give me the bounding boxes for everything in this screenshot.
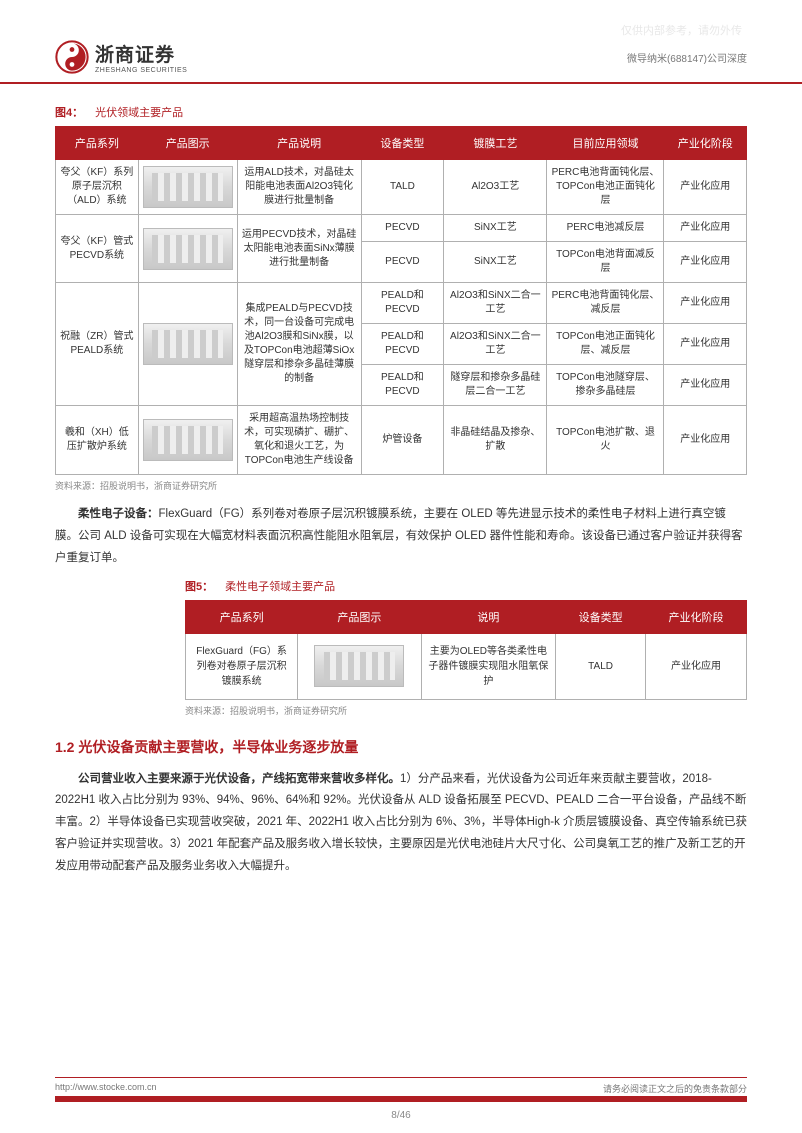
- cell-desc: 采用超高温热场控制技术，可实现磷扩、硼扩、氧化和退火工艺，为TOPCon电池生产…: [237, 406, 361, 475]
- fig5-cell-desc: 主要为OLED等各类柔性电子器件镀膜实现阻水阻氧保护: [421, 633, 556, 699]
- equipment-image: [143, 323, 233, 365]
- para-flex: 柔性电子设备：FlexGuard（FG）系列卷对卷原子层沉积镀膜系统，主要在 O…: [55, 504, 747, 570]
- cell-proc: Al2O3和SiNX二合一工艺: [444, 283, 547, 324]
- fig5-cell-series: FlexGuard（FG）系列卷对卷原子层沉积镀膜系统: [186, 633, 298, 699]
- cell-phase: 产业化应用: [664, 160, 747, 215]
- equipment-image: [143, 419, 233, 461]
- fig5-cell-img: [298, 633, 421, 699]
- cell-type: PECVD: [361, 242, 444, 283]
- cell-phase: 产业化应用: [664, 242, 747, 283]
- cell-image: [138, 283, 237, 406]
- cell-phase: 产业化应用: [664, 324, 747, 365]
- table-row: 羲和（XH）低压扩散炉系统 采用超高温热场控制技术，可实现磷扩、硼扩、氧化和退火工…: [56, 406, 747, 475]
- cell-app: TOPCon电池背面减反层: [547, 242, 664, 283]
- cell-proc: 非晶硅结晶及掺杂、扩散: [444, 406, 547, 475]
- cell-proc: SiNX工艺: [444, 242, 547, 283]
- cell-proc: SiNX工艺: [444, 215, 547, 242]
- fig4-th: 产品系列: [56, 127, 139, 160]
- fig5-cell-phase: 产业化应用: [645, 633, 746, 699]
- cell-type: PEALD和PECVD: [361, 324, 444, 365]
- fig5-caption: 图5： 柔性电子领域主要产品: [185, 578, 747, 594]
- cell-type: 炉管设备: [361, 406, 444, 475]
- logo-cn: 浙商证券: [95, 40, 187, 67]
- fig4-th: 产品说明: [237, 127, 361, 160]
- fig4-caption: 图4： 光伏领域主要产品: [55, 104, 747, 120]
- company-logo-icon: [55, 40, 89, 74]
- cell-desc: 运用PECVD技术，对晶硅太阳能电池表面SiNx薄膜进行批量制备: [237, 215, 361, 283]
- doc-title: 微导纳米(688147)公司深度: [627, 50, 747, 65]
- para-flex-rest: FlexGuard（FG）系列卷对卷原子层沉积镀膜系统，主要在 OLED 等先进…: [55, 508, 742, 564]
- cell-app: PERC电池背面钝化层、减反层: [547, 283, 664, 324]
- para-flex-lead: 柔性电子设备：: [78, 508, 159, 520]
- section-heading: 1.2 光伏设备贡献主要营收，半导体业务逐步放量: [55, 737, 747, 757]
- footer-bar: [55, 1096, 747, 1102]
- cell-proc: 隧穿层和掺杂多晶硅层二合一工艺: [444, 365, 547, 406]
- cell-app: PERC电池背面钝化层、TOPCon电池正面钝化层: [547, 160, 664, 215]
- cell-type: PEALD和PECVD: [361, 283, 444, 324]
- table-row: 夸父（KF）管式PECVD系统运用PECVD技术，对晶硅太阳能电池表面SiNx薄…: [56, 215, 747, 242]
- page-number: 8/46: [0, 1110, 802, 1121]
- footer-url: http://www.stocke.com.cn: [55, 1082, 157, 1095]
- fig5-num: 图5：: [185, 581, 213, 593]
- cell-app: TOPCon电池隧穿层、掺杂多晶硅层: [547, 365, 664, 406]
- fig5-th: 产品图示: [298, 600, 421, 633]
- equipment-image: [143, 166, 233, 208]
- fig5-th: 产品系列: [186, 600, 298, 633]
- fig4-text: 光伏领域主要产品: [95, 107, 183, 119]
- para-rev-lead: 公司营业收入主要来源于光伏设备，产线拓宽带来营收多样化。: [78, 773, 400, 785]
- page-footer: http://www.stocke.com.cn 请务必阅读正文之后的免责条款部…: [55, 1077, 747, 1095]
- cell-series: 祝融（ZR）管式PEALD系统: [56, 283, 139, 406]
- fig5-th: 说明: [421, 600, 556, 633]
- cell-phase: 产业化应用: [664, 365, 747, 406]
- fig4-table: 产品系列产品图示产品说明设备类型镀膜工艺目前应用领域产业化阶段 夸父（KF）系列…: [55, 126, 747, 475]
- cell-series: 夸父（KF）系列原子层沉积（ALD）系统: [56, 160, 139, 215]
- cell-app: PERC电池减反层: [547, 215, 664, 242]
- equipment-image: [143, 228, 233, 270]
- para-revenue: 公司营业收入主要来源于光伏设备，产线拓宽带来营收多样化。1）分产品来看，光伏设备…: [55, 769, 747, 878]
- fig4-num: 图4：: [55, 107, 83, 119]
- cell-phase: 产业化应用: [664, 283, 747, 324]
- cell-desc: 运用ALD技术，对晶硅太阳能电池表面Al2O3钝化膜进行批量制备: [237, 160, 361, 215]
- page-header: 浙商证券 ZHESHANG SECURITIES 微导纳米(688147)公司深…: [0, 0, 802, 84]
- fig5-cell-type: TALD: [556, 633, 646, 699]
- cell-series: 羲和（XH）低压扩散炉系统: [56, 406, 139, 475]
- cell-image: [138, 406, 237, 475]
- logo-en: ZHESHANG SECURITIES: [95, 67, 187, 74]
- cell-proc: Al2O3工艺: [444, 160, 547, 215]
- fig4-th: 产业化阶段: [664, 127, 747, 160]
- fig5-source: 资料来源：招股说明书，浙商证券研究所: [185, 704, 747, 717]
- cell-desc: 集成PEALD与PECVD技术，同一台设备可完成电池Al2O3膜和SiNx膜，以…: [237, 283, 361, 406]
- fig5-table: 产品系列产品图示说明设备类型产业化阶段 FlexGuard（FG）系列卷对卷原子…: [185, 600, 747, 700]
- table-row: 夸父（KF）系列原子层沉积（ALD）系统 运用ALD技术，对晶硅太阳能电池表面Al…: [56, 160, 747, 215]
- table-row: 祝融（ZR）管式PEALD系统集成PEALD与PECVD技术，同一台设备可完成电…: [56, 283, 747, 324]
- cell-app: TOPCon电池正面钝化层、减反层: [547, 324, 664, 365]
- cell-phase: 产业化应用: [664, 215, 747, 242]
- fig5-th: 设备类型: [556, 600, 646, 633]
- fig4-source: 资料来源：招股说明书，浙商证券研究所: [55, 479, 747, 492]
- fig4-th: 产品图示: [138, 127, 237, 160]
- cell-image: [138, 160, 237, 215]
- cell-app: TOPCon电池扩散、退火: [547, 406, 664, 475]
- cell-type: PECVD: [361, 215, 444, 242]
- watermark-text: 仅供内部参考，请勿外传: [621, 22, 742, 38]
- fig4-th: 设备类型: [361, 127, 444, 160]
- cell-type: PEALD和PECVD: [361, 365, 444, 406]
- fig4-th: 镀膜工艺: [444, 127, 547, 160]
- cell-type: TALD: [361, 160, 444, 215]
- footer-disclaimer: 请务必阅读正文之后的免责条款部分: [603, 1082, 747, 1095]
- cell-series: 夸父（KF）管式PECVD系统: [56, 215, 139, 283]
- cell-proc: Al2O3和SiNX二合一工艺: [444, 324, 547, 365]
- cell-image: [138, 215, 237, 283]
- logo-block: 浙商证券 ZHESHANG SECURITIES: [55, 40, 187, 74]
- fig5-text: 柔性电子领域主要产品: [225, 581, 335, 593]
- para-rev-rest: 1）分产品来看，光伏设备为公司近年来贡献主要营收，2018-2022H1 收入占…: [55, 773, 747, 872]
- cell-phase: 产业化应用: [664, 406, 747, 475]
- equipment-image: [314, 645, 404, 687]
- fig5-th: 产业化阶段: [645, 600, 746, 633]
- fig4-th: 目前应用领域: [547, 127, 664, 160]
